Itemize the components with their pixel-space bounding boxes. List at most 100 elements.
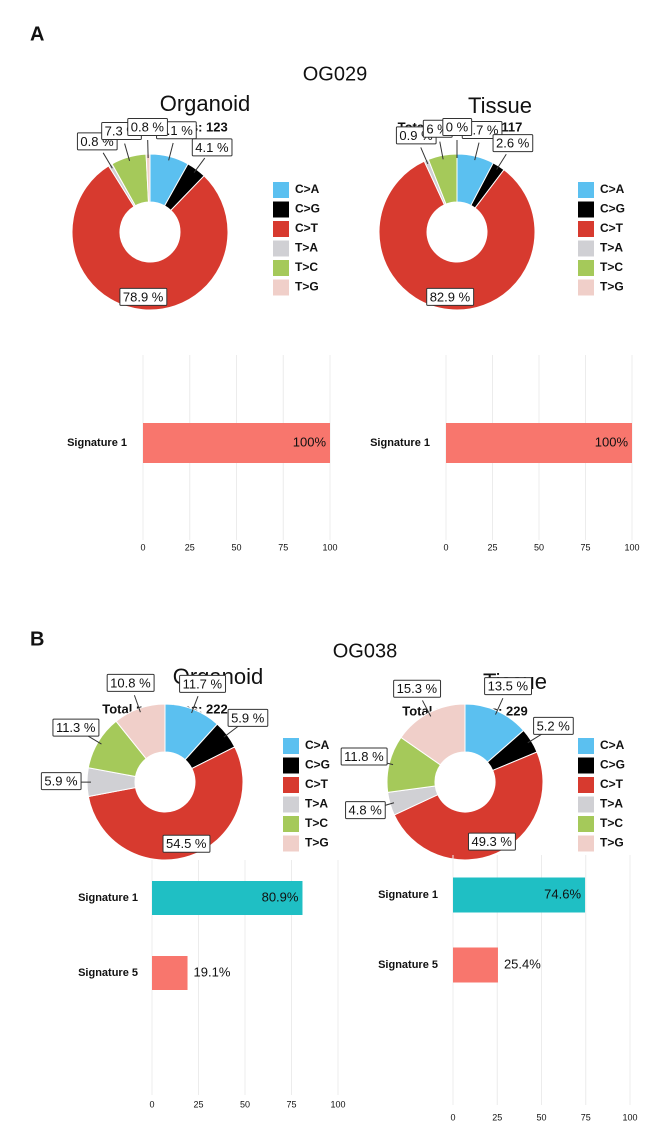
data-label: 19.1% [194,964,231,979]
legend-swatch [578,777,594,793]
y-tick-label: Signature 1 [67,437,127,449]
label-box [492,134,534,153]
legend-label: T>C [305,816,328,830]
x-tick-label: 50 [534,542,544,552]
bar [152,956,188,990]
x-tick-label: 0 [450,1112,455,1122]
data-label: 8.1 % [160,123,194,138]
leader-line [168,142,174,161]
legend-label: T>G [600,280,624,294]
legend-label: T>C [295,260,318,274]
leader-line [495,697,504,715]
label-box [393,679,442,698]
data-label: 5.2 % [537,718,571,733]
legend-label: T>G [295,280,319,294]
panel-label: B [30,628,44,650]
slice [378,160,536,311]
legend-label: T>A [295,241,318,255]
legend-swatch [273,201,289,218]
y-tick-label: Signature 5 [378,959,438,971]
data-label: 15.3 % [397,681,438,696]
legend-label: C>G [600,202,625,216]
leader-line [223,725,239,738]
label-box [227,708,269,727]
legend-label: C>A [600,182,625,196]
legend-swatch [578,816,594,832]
data-label: 0 % [446,119,469,134]
legend-label: T>G [305,836,329,850]
x-tick-label: 25 [185,542,195,552]
legend-label: C>T [295,221,319,235]
x-tick-label: 100 [624,542,639,552]
label-box [191,138,233,157]
x-tick-label: 50 [240,1099,250,1109]
legend-label: C>G [295,202,320,216]
leader-line [124,143,131,162]
legend-label: T>A [305,797,328,811]
label-box [162,834,211,853]
data-label: 10.8 % [110,675,151,690]
legend-swatch [578,182,594,198]
legend-swatch [578,201,594,218]
legend-label: C>G [305,758,330,772]
bar [446,423,632,463]
x-tick-label: 50 [231,542,241,552]
leader-line [191,695,199,714]
y-tick-label: Signature 1 [78,892,138,904]
data-label: 82.9 % [430,289,471,304]
panel-label: A [30,23,44,45]
x-tick-label: 0 [443,542,448,552]
leader-line [439,141,444,160]
legend-label: T>A [600,241,623,255]
legend-swatch [273,182,289,198]
data-label: 5.9 % [231,710,265,725]
x-tick-label: 75 [581,1112,591,1122]
data-label: 4.1 % [195,140,229,155]
leader-line [496,154,507,170]
bar [453,947,498,983]
bar [152,881,303,915]
data-label: 100% [595,434,629,449]
legend-label: C>A [305,738,330,752]
leader-line [421,700,432,717]
x-tick-label: 100 [622,1112,637,1122]
legend-label: T>C [600,816,623,830]
panel-title: OG029 [303,63,367,85]
y-tick-label: Signature 1 [378,889,438,901]
slice [71,165,229,311]
panel-title: OG038 [333,640,397,662]
label-box [179,674,227,693]
data-label: 11.8 % [344,749,384,764]
x-tick-label: 0 [140,542,145,552]
data-label: 2.6 % [496,136,530,151]
legend-label: T>A [600,797,623,811]
legend-swatch [578,738,594,754]
label-box [442,117,473,136]
legend-label: C>A [600,738,625,752]
legend-label: T>G [600,836,624,850]
bar [143,423,330,463]
label-box [467,832,516,851]
slice [400,703,466,766]
data-label: 25.4% [504,956,541,971]
leader-line [527,732,544,744]
bar [453,877,586,913]
data-label: 74.6% [544,886,581,901]
label-box [345,801,386,820]
x-tick-label: 25 [193,1099,203,1109]
chart-title: Tissue [468,93,532,118]
label-box [533,716,574,735]
data-label: 49.3 % [471,834,512,849]
x-tick-label: 50 [536,1112,546,1122]
legend-label: C>T [600,777,624,791]
data-label: 54.5 % [166,836,207,851]
legend-swatch [273,260,289,276]
label-box [119,287,168,306]
label-box [484,677,533,696]
legend-swatch [283,796,299,813]
x-tick-label: 0 [149,1099,154,1109]
leader-line [474,142,480,161]
x-tick-label: 75 [278,542,288,552]
label-box [106,673,155,692]
